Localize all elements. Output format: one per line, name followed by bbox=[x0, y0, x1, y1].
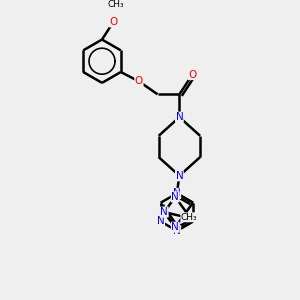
Text: CH₃: CH₃ bbox=[181, 213, 197, 222]
Text: N: N bbox=[171, 192, 179, 202]
Text: N: N bbox=[173, 226, 181, 236]
Text: N: N bbox=[157, 216, 164, 226]
Text: N: N bbox=[173, 188, 181, 198]
Text: O: O bbox=[135, 76, 143, 86]
Text: O: O bbox=[188, 70, 196, 80]
Text: CH₃: CH₃ bbox=[108, 0, 124, 9]
Text: N: N bbox=[176, 112, 183, 122]
Text: N: N bbox=[160, 207, 168, 217]
Text: O: O bbox=[109, 17, 118, 27]
Text: N: N bbox=[171, 222, 179, 232]
Text: N: N bbox=[176, 171, 183, 181]
